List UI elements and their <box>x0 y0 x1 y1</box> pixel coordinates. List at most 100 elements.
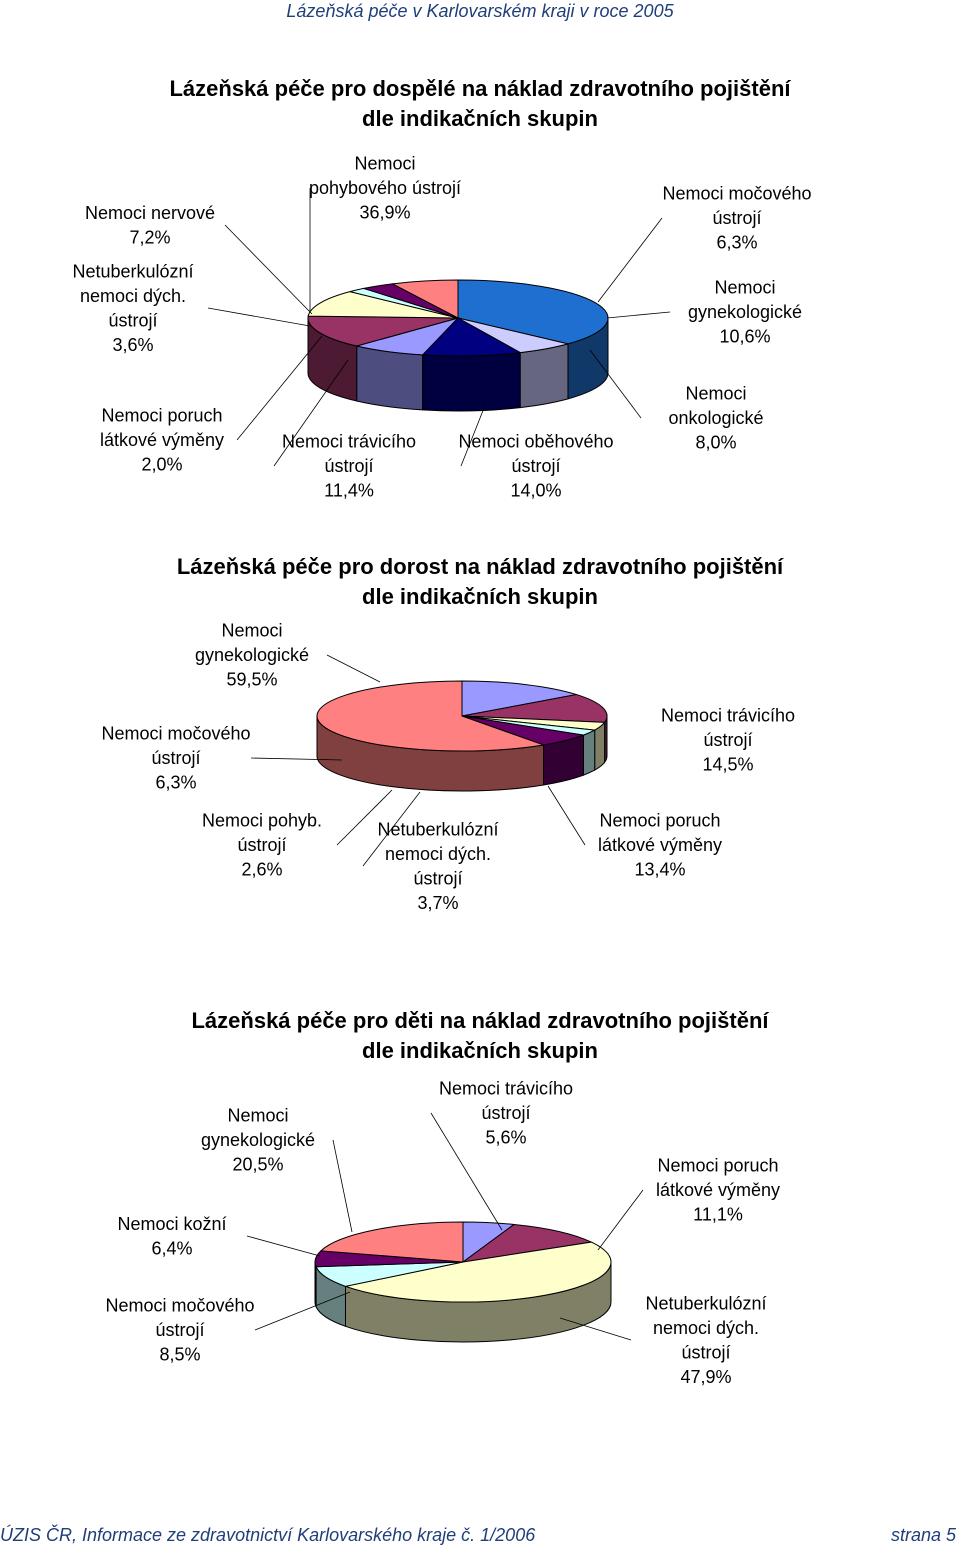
slice-name-label: ústrojí <box>511 456 560 476</box>
slice-value-label: 47,9% <box>680 1367 731 1387</box>
leader-line <box>332 1139 353 1233</box>
slice-name-label: látkové výměny <box>100 430 224 450</box>
leader-line <box>273 359 349 467</box>
footer-page-number: strana 5 <box>890 1525 956 1545</box>
chart-title-line: dle indikačních skupin <box>362 106 598 131</box>
slice-name-label: Nemoci pohyb. <box>202 811 322 831</box>
slice-value-label: 11,4% <box>324 481 374 501</box>
pie-slice <box>390 279 459 319</box>
chart-title-children: Lázeňská péče pro děti na náklad zdravot… <box>0 1006 960 1066</box>
pie-chart-adults: Nemoci pohybového ústrojí 36,9% Nemoci močo… <box>72 154 811 501</box>
slice-name-label: nemoci dých. <box>653 1318 759 1338</box>
pie-slices <box>307 279 609 357</box>
slice-value-label: 6,3% <box>716 233 757 253</box>
slice-label: Nemoci močového ústrojí 6,3% <box>662 184 811 253</box>
pie-labels: Nemoci pohybového ústrojí 36,9% Nemoci močo… <box>72 154 811 501</box>
leader-line <box>250 757 343 761</box>
leader-line <box>460 402 487 467</box>
slice-name-label: Nemoci kožní <box>117 1214 226 1234</box>
pie-slice <box>319 1221 464 1263</box>
pie-slice <box>421 317 522 357</box>
slice-value-label: 59,5% <box>226 670 277 690</box>
chart-title-line: Lázeňská péče pro dospělé na náklad zdra… <box>169 76 791 101</box>
slice-value-label: 14,0% <box>510 481 561 501</box>
leader-line <box>362 791 421 867</box>
slice-label: Netuberkulózní nemoci dých. ústrojí 47,9% <box>645 1293 766 1387</box>
pie-slice <box>457 279 609 345</box>
chart-title-line: dle indikačních skupin <box>362 1038 598 1063</box>
pie-slice <box>343 1241 612 1303</box>
slice-value-label: 10,6% <box>719 327 770 347</box>
footer-source: ÚZIS ČR, Informace ze zdravotnictví Karl… <box>0 1525 536 1545</box>
slice-name-label: Nemoci poruch <box>599 811 720 831</box>
slice-name-label: Nemoci <box>227 1106 288 1126</box>
slice-name-label: nemoci dých. <box>385 844 491 864</box>
pie-slices <box>314 1221 612 1303</box>
slice-label: Nemoci poruch látkové výměny 13,4% <box>598 811 722 880</box>
slice-value-label: 11,1% <box>693 1205 743 1225</box>
pie-chart-children: Nemoci trávicího ústrojí 5,6% Nemoci poruch… <box>105 1079 780 1387</box>
slice-value-label: 2,0% <box>141 455 182 475</box>
slice-value-label: 8,0% <box>695 433 736 453</box>
slice-name-label: nemoci dých. <box>80 286 186 306</box>
slice-name-label: Nemoci močového <box>105 1296 254 1316</box>
slice-value-label: 6,4% <box>151 1238 192 1258</box>
slice-value-label: 8,5% <box>159 1345 200 1365</box>
chart-title-line: dle indikačních skupin <box>362 584 598 609</box>
slice-name-label: gynekologické <box>201 1130 315 1150</box>
slice-name-label: ústrojí <box>155 1320 204 1340</box>
slice-name-label: ústrojí <box>151 748 200 768</box>
slice-name-label: onkologické <box>668 408 763 428</box>
leader-line <box>207 307 311 327</box>
slice-label: Nemoci močového ústrojí 8,5% <box>105 1296 254 1365</box>
slice-label: Nemoci gynekologické 59,5% <box>195 621 309 690</box>
slice-name-label: gynekologické <box>688 302 802 322</box>
slice-name-label: ústrojí <box>712 208 761 228</box>
pie-labels: Nemoci trávicího ústrojí 5,6% Nemoci poruch… <box>105 1079 780 1387</box>
slice-label: Netuberkulózní nemoci dých. ústrojí 3,7% <box>377 819 498 913</box>
pie-slice <box>307 291 459 319</box>
slice-label: Nemoci oběhového ústrojí 14,0% <box>458 432 613 501</box>
slice-name-label: pohybového ústrojí <box>309 178 461 198</box>
chart-title-line: Lázeňská péče pro děti na náklad zdravot… <box>191 1008 769 1033</box>
slice-value-label: 20,5% <box>232 1155 283 1175</box>
slice-name-label: Nemoci <box>714 278 775 298</box>
slice-label: Nemoci močového ústrojí 6,3% <box>101 724 250 793</box>
slice-label: Netuberkulózní nemoci dých. ústrojí 3,6% <box>72 261 193 355</box>
slice-value-label: 14,5% <box>702 755 753 775</box>
slice-name-label: Nemoci nervové <box>85 203 215 223</box>
slice-label: Nemoci trávicího ústrojí 11,4% <box>282 432 416 501</box>
slice-name-label: Nemoci poruch <box>657 1156 778 1176</box>
pie-slice <box>462 1223 594 1263</box>
leader-line <box>597 217 663 303</box>
pie-side-walls <box>316 715 608 792</box>
slice-name-label: Nemoci oběhového <box>458 432 613 452</box>
slice-name-label: ústrojí <box>703 730 752 750</box>
slice-label: Nemoci nervové 7,2% <box>85 203 215 248</box>
slice-name-label: Netuberkulózní <box>377 819 498 839</box>
slice-label: Nemoci poruch látkové výměny 11,1% <box>656 1156 780 1225</box>
slice-value-label: 2,6% <box>241 860 282 880</box>
slice-value-label: 5,6% <box>485 1128 526 1148</box>
slice-name-label: Netuberkulózní <box>72 261 193 281</box>
leader-line <box>597 1189 644 1251</box>
chart-title-line: Lázeňská péče pro dorost na náklad zdrav… <box>176 554 784 579</box>
chart-title-adults: Lázeňská péče pro dospělé na náklad zdra… <box>0 74 960 134</box>
pie-slices <box>316 680 608 752</box>
leader-line <box>246 1235 321 1257</box>
chart-title-youth: Lázeňská péče pro dorost na náklad zdrav… <box>0 552 960 612</box>
slice-value-label: 3,7% <box>417 893 458 913</box>
pie-slice <box>461 680 577 717</box>
leader-line <box>326 654 381 683</box>
slice-name-label: gynekologické <box>195 645 309 665</box>
slice-name-label: ústrojí <box>108 310 157 330</box>
pie-slice <box>461 694 608 723</box>
pie-slice-side <box>314 1261 317 1307</box>
slice-value-label: 6,3% <box>155 773 196 793</box>
leader-line <box>254 1291 351 1331</box>
slice-value-label: 7,2% <box>129 227 170 247</box>
slice-label: Nemoci kožní 6,4% <box>117 1214 226 1259</box>
leader-line <box>606 311 671 319</box>
slice-value-label: 36,9% <box>359 203 410 223</box>
slice-name-label: Nemoci močového <box>101 724 250 744</box>
